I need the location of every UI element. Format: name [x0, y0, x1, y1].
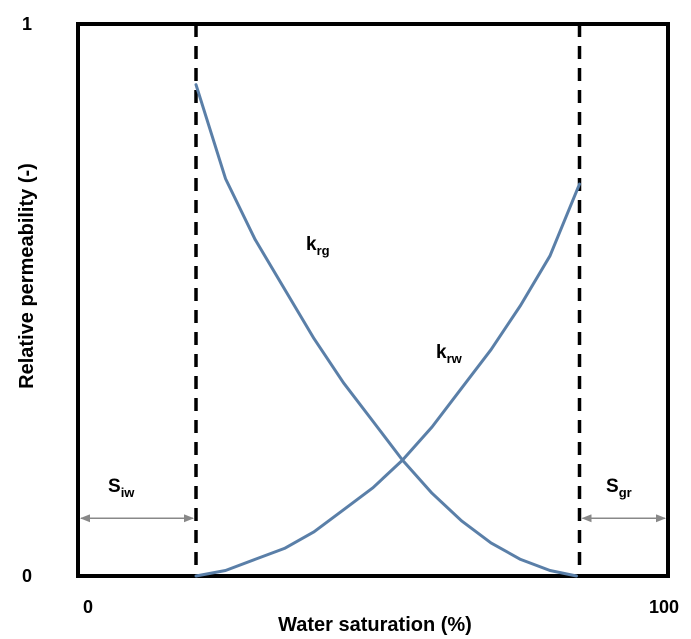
annotations-group: Siw Sgr: [80, 476, 666, 523]
xtick-left: 0: [83, 597, 93, 617]
annotation-label-main: S: [606, 476, 619, 497]
plot-border: [76, 22, 670, 578]
saturation-boundary-lines: [194, 24, 582, 576]
curve-label-krw: krw: [436, 342, 463, 366]
annotation-label-main: S: [108, 476, 121, 497]
annotation-label-sub: iw: [121, 485, 136, 500]
annotation-label-sgr: Sgr: [606, 476, 632, 500]
curve-label-sub: rw: [447, 351, 463, 366]
ytick-top: 1: [22, 14, 32, 34]
x-axis-label: Water saturation (%): [278, 614, 472, 636]
xtick-right: 100: [649, 597, 679, 617]
annotation-label-siw: Siw: [108, 476, 135, 500]
ytick-bottom: 0: [22, 566, 32, 586]
tick-labels: 100 100: [22, 14, 679, 617]
curve-label-krg: krg: [306, 234, 330, 258]
curve-krw: [194, 182, 581, 578]
curve-label-main: k: [306, 234, 317, 255]
plot-frame: [76, 22, 670, 578]
curve-label-main: k: [436, 342, 447, 363]
y-axis-label: Relative permeability (-): [16, 163, 38, 389]
annotation-label-sub: gr: [619, 485, 632, 500]
axis-labels: Water saturation (%) Relative permeabilit…: [16, 163, 472, 636]
curve-krg: [194, 83, 578, 578]
curve-label-sub: rg: [317, 243, 330, 258]
